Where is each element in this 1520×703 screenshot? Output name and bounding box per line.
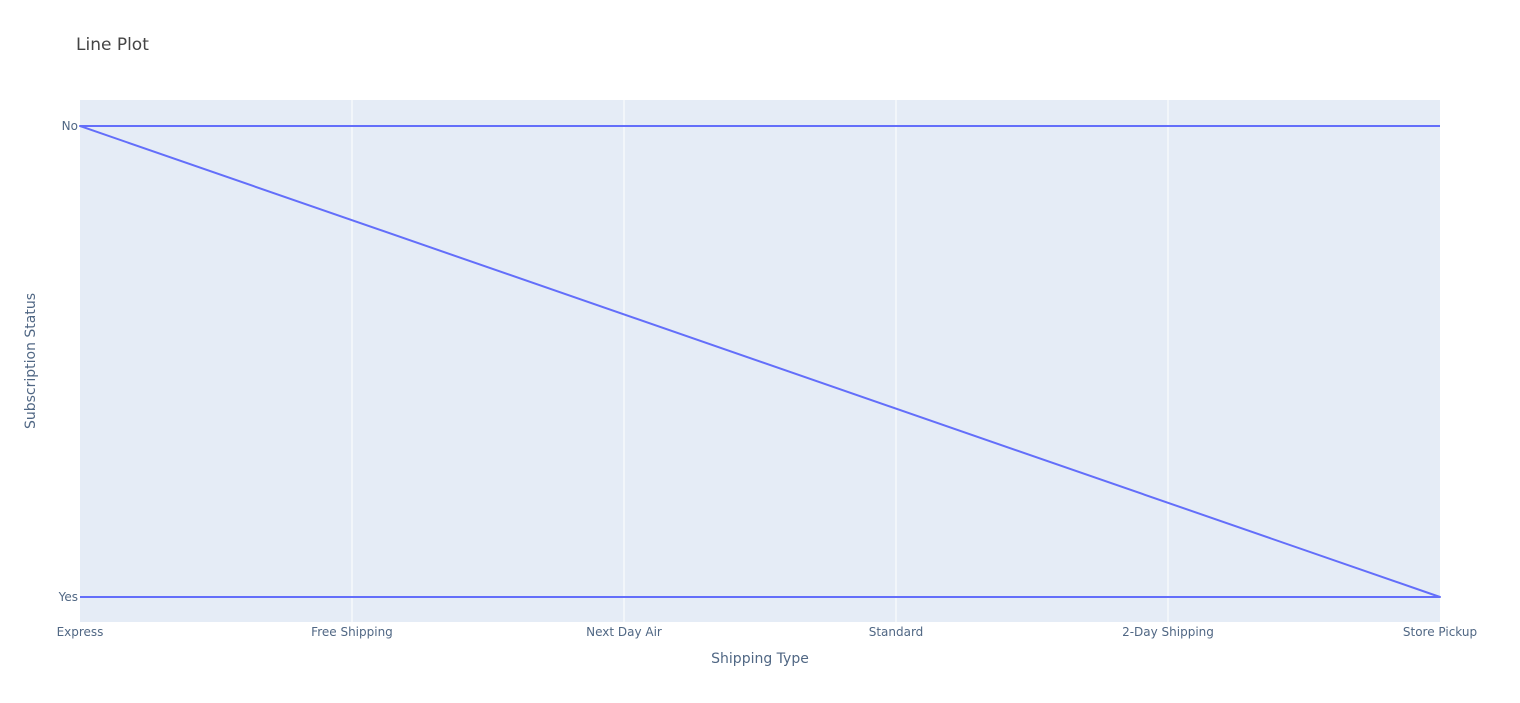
x-tick-label: Store Pickup [1403, 625, 1477, 639]
x-axis-title: Shipping Type [711, 651, 809, 667]
chart-title: Line Plot [76, 35, 149, 55]
x-axis-ticks: Express Free Shipping Next Day Air Standard… [57, 625, 1478, 639]
x-tick-label: 2-Day Shipping [1122, 625, 1214, 639]
y-axis-title: Subscription Status [23, 293, 39, 429]
gridlines [351, 100, 1169, 622]
series-layer [79, 125, 1441, 598]
x-tick-label: Express [57, 625, 104, 639]
series-line [79, 125, 1441, 598]
y-tick-label: Yes [58, 590, 78, 604]
y-axis-ticks: Yes No [58, 119, 78, 604]
x-tick-label: Next Day Air [586, 625, 662, 639]
x-tick-label: Free Shipping [311, 625, 393, 639]
x-tick-label: Standard [869, 625, 924, 639]
y-tick-label: No [62, 119, 78, 133]
